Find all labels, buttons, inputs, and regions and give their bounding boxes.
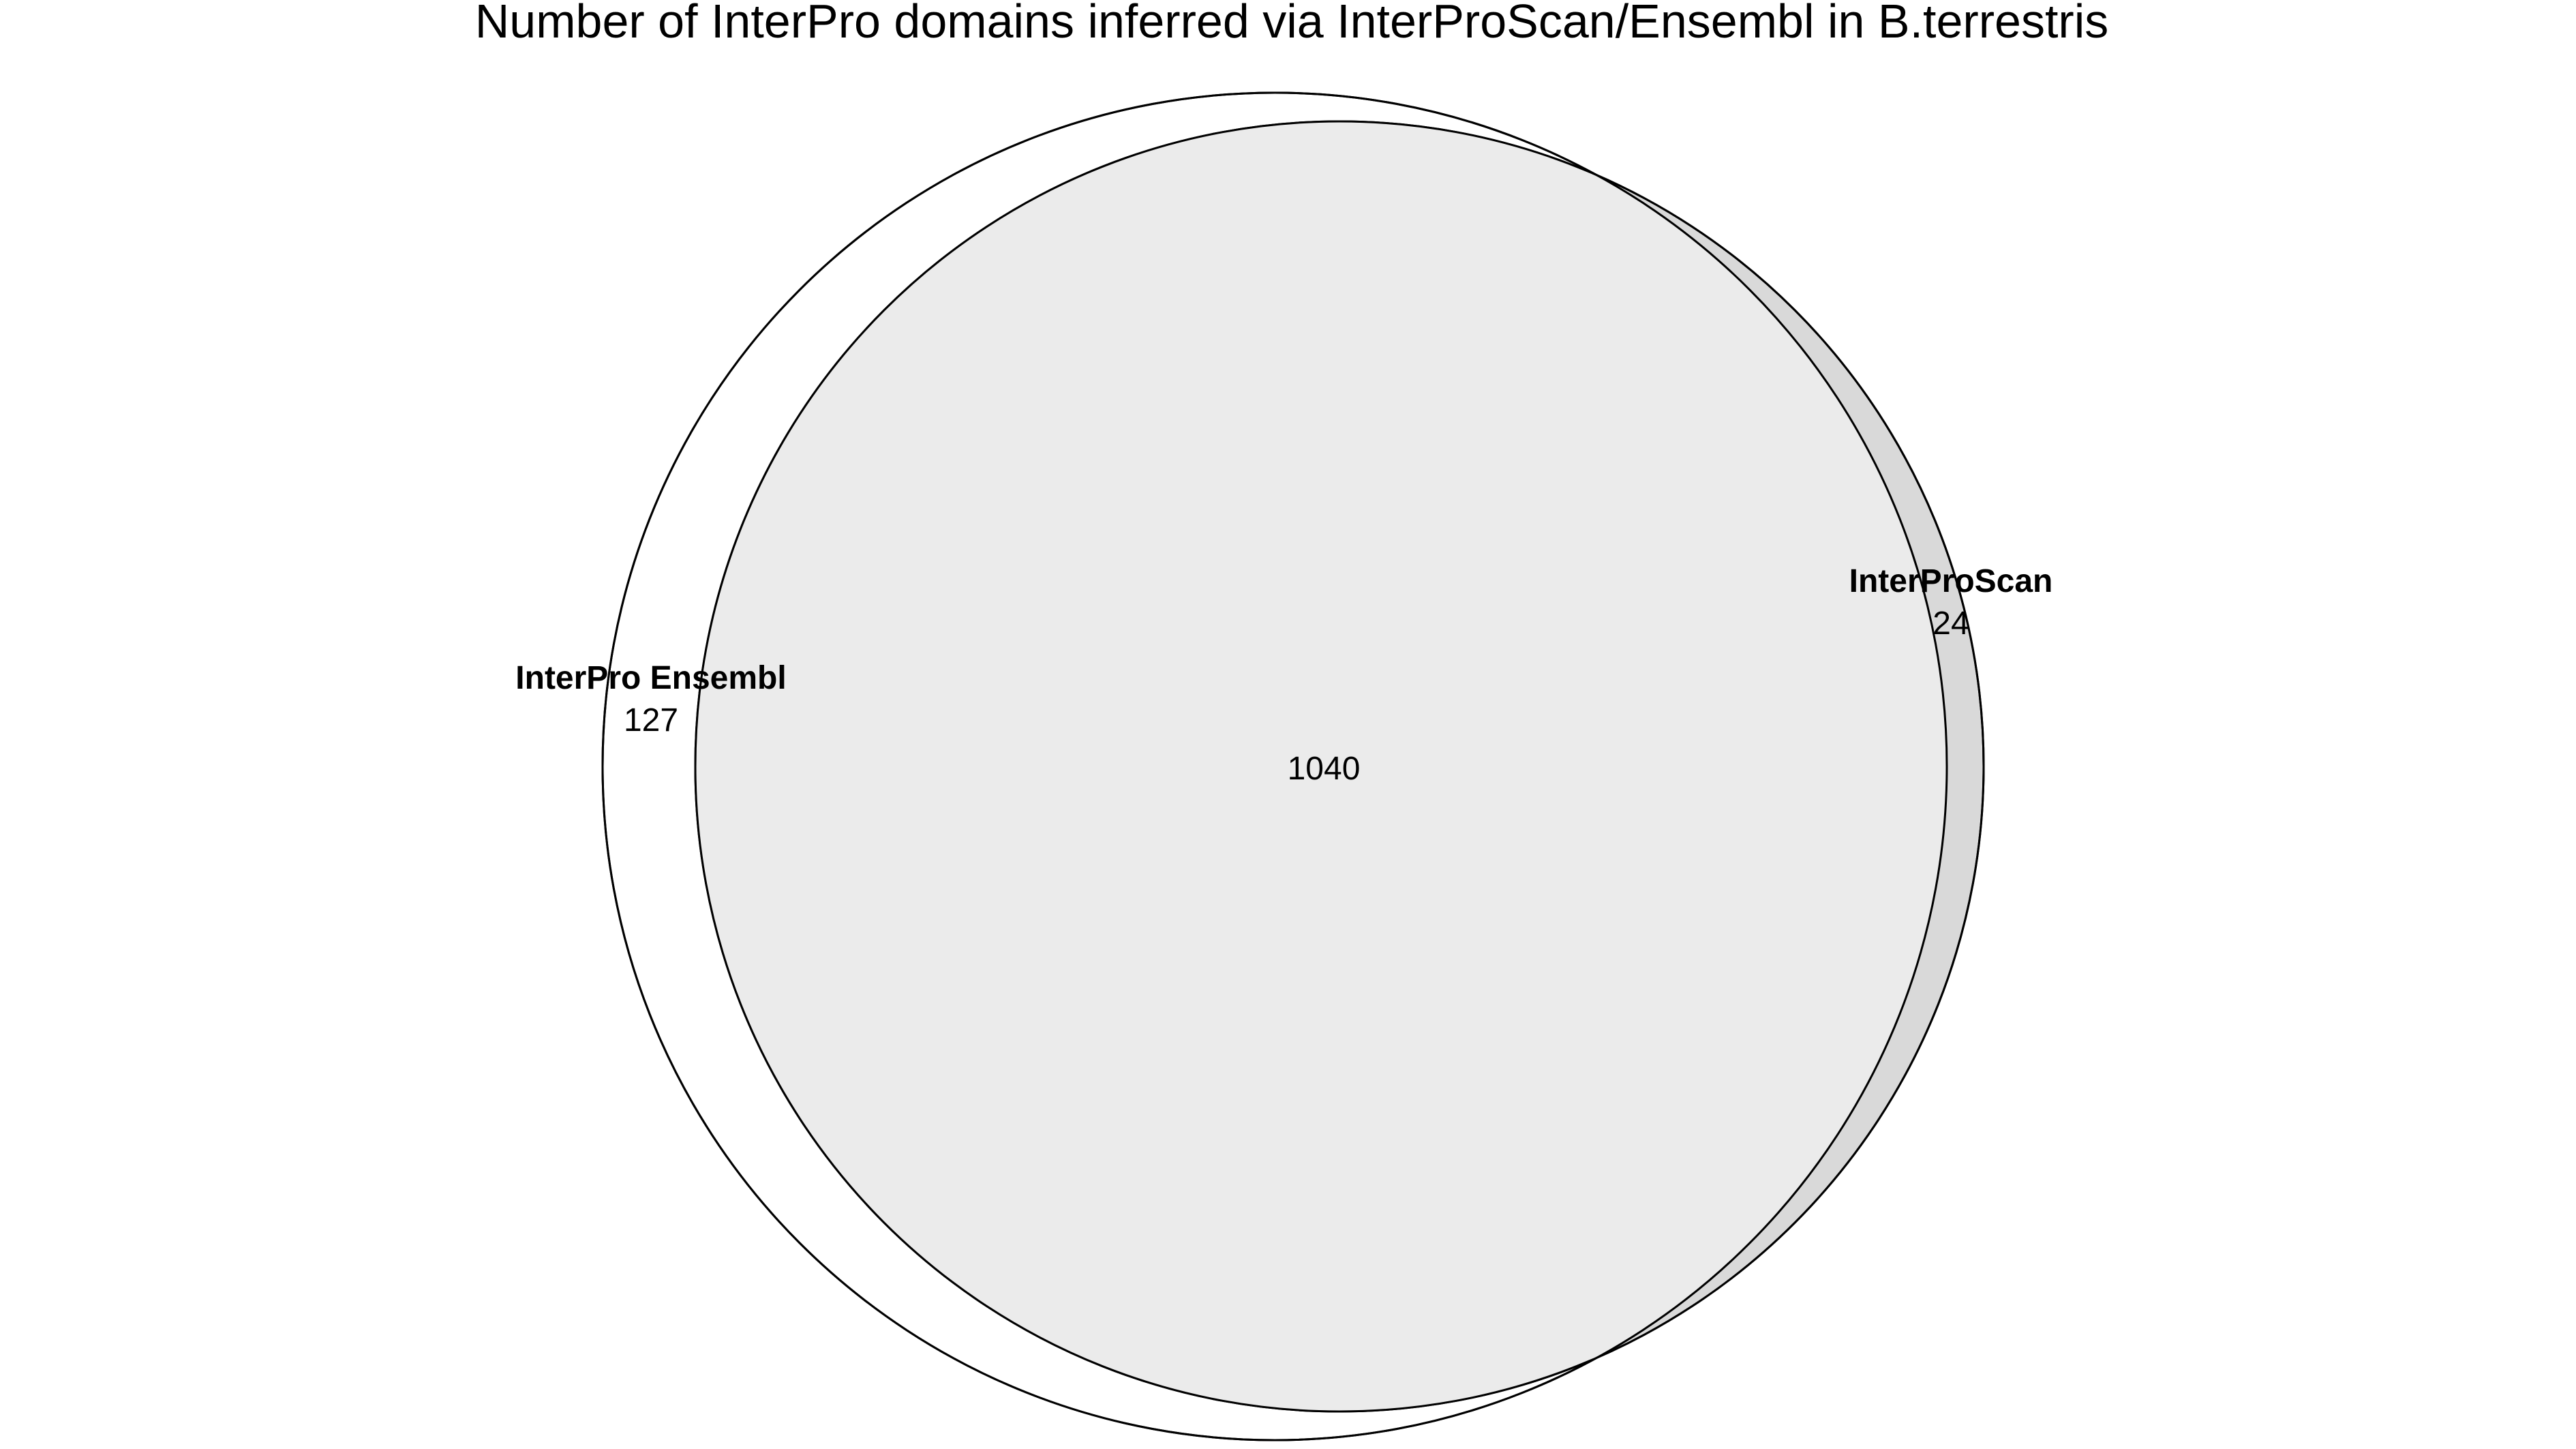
set-label-interpro-ensembl: InterPro Ensembl	[515, 660, 786, 696]
count-interpro-ensembl-only: 127	[624, 702, 678, 738]
interpro-ensembl-outline	[601, 91, 1948, 1441]
count-intersection: 1040	[1288, 751, 1361, 787]
interproscan-outline	[694, 120, 1985, 1413]
intersection-region	[695, 121, 1947, 1411]
chart-title: Number of InterPro domains inferred via …	[475, 0, 2109, 48]
set-label-interproscan: InterProScan	[1849, 563, 2053, 599]
count-interproscan-only: 24	[1933, 606, 1969, 642]
